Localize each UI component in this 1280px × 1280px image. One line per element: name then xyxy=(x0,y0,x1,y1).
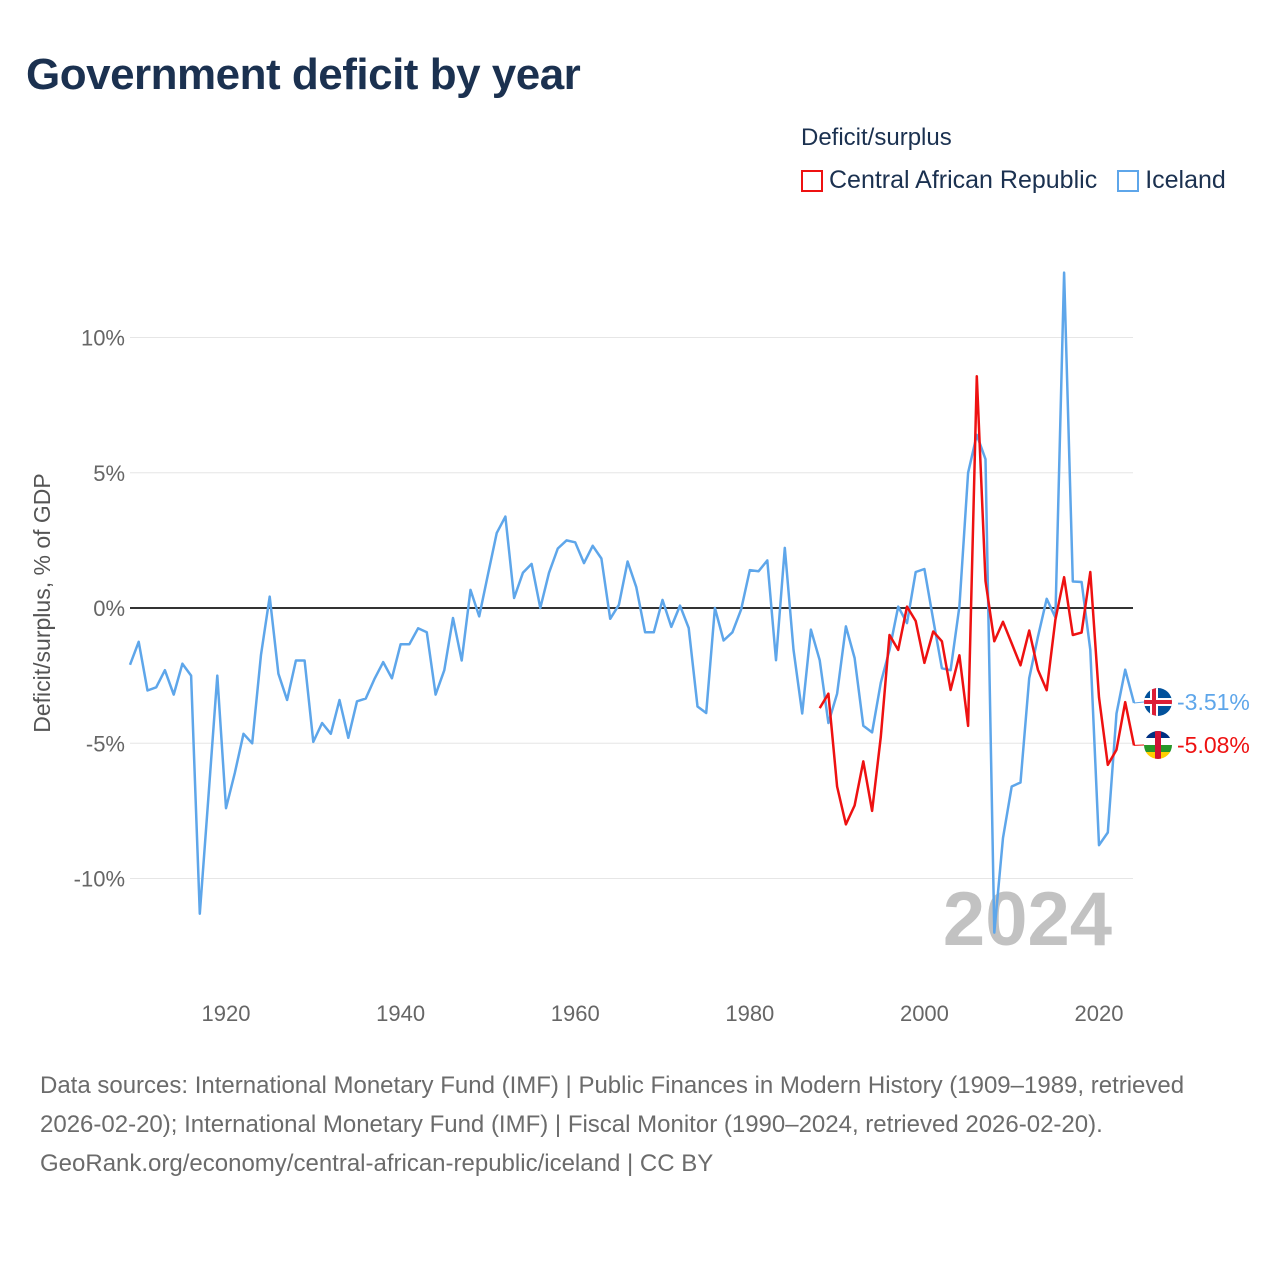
series-line-iceland xyxy=(128,271,1136,934)
attribution-link[interactable]: GeoRank.org/economy/central-african-repu… xyxy=(40,1150,714,1177)
legend-item-iceland[interactable]: Iceland xyxy=(1117,166,1226,195)
x-tick-label: 2000 xyxy=(900,1001,949,1026)
iceland-flag-icon xyxy=(1144,688,1172,716)
x-tick-label: 1940 xyxy=(376,1001,425,1026)
x-tick-label: 1980 xyxy=(725,1001,774,1026)
legend-swatch-car xyxy=(801,169,823,192)
year-watermark: 2024 xyxy=(943,877,1112,962)
footer: Data sources: International Monetary Fun… xyxy=(40,1066,1240,1183)
end-value-label-car: -5.08% xyxy=(1177,732,1250,758)
chart-title: Government deficit by year xyxy=(26,50,581,99)
y-tick-label: 0% xyxy=(93,596,125,621)
chart-area: Deficit/surplus, % of GDP 2024 10% 5% 0% -5… xyxy=(29,271,1250,1026)
x-tick-label: 1960 xyxy=(551,1001,600,1026)
series-line-car xyxy=(818,374,1136,826)
x-tick-label: 2020 xyxy=(1075,1001,1124,1026)
end-value-label-iceland: -3.51% xyxy=(1177,689,1250,715)
y-tick-label: -10% xyxy=(74,867,125,892)
x-tick-label: 1920 xyxy=(202,1001,251,1026)
y-axis-label: Deficit/surplus, % of GDP xyxy=(29,473,55,732)
legend-title: Deficit/surplus xyxy=(801,124,952,151)
y-tick-label: 5% xyxy=(93,461,125,486)
legend: Central African Republic Iceland xyxy=(801,166,1226,195)
legend-label-car: Central African Republic xyxy=(829,166,1098,194)
data-sources: Data sources: International Monetary Fun… xyxy=(40,1072,1185,1138)
y-tick-label: 10% xyxy=(81,326,125,351)
legend-label-iceland: Iceland xyxy=(1145,166,1226,194)
end-connector xyxy=(1133,701,1145,704)
legend-swatch-iceland xyxy=(1117,169,1140,192)
car-flag-icon xyxy=(1144,731,1172,759)
y-tick-label: -5% xyxy=(86,731,125,756)
legend-item-car[interactable]: Central African Republic xyxy=(801,166,1097,195)
